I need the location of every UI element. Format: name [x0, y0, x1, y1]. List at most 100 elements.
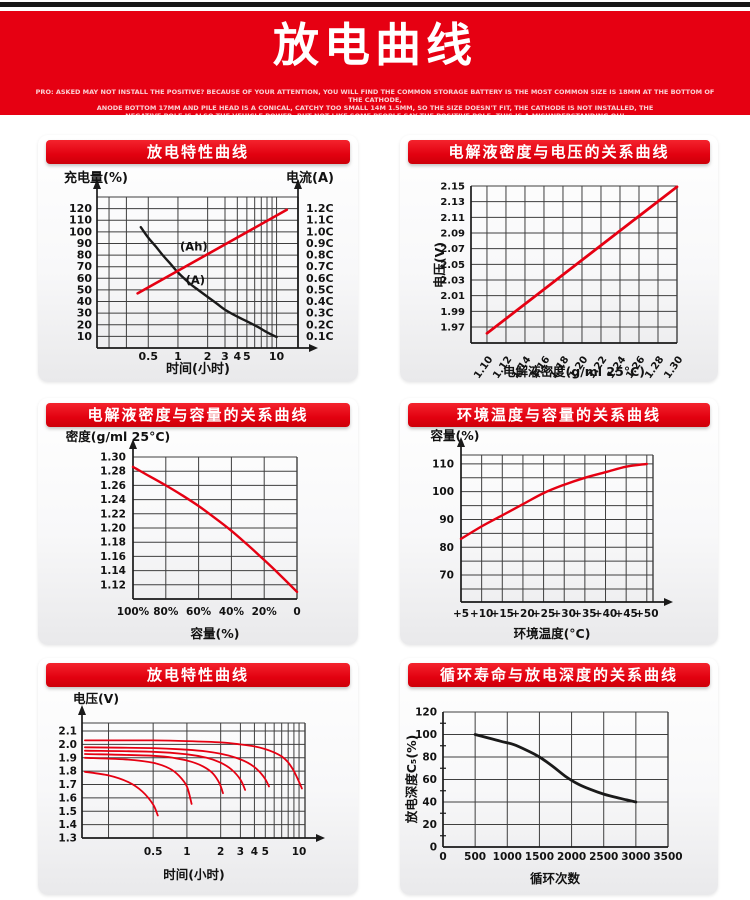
chart-title-banner: 放电特性曲线 [46, 140, 350, 164]
chart-title-banner: 环境温度与容量的关系曲线 [408, 403, 710, 427]
svg-text:120: 120 [415, 707, 437, 719]
temperature-capacity-chart: 110 100 90 80 70 +5 +10+15+20+25+30+35+40+45+5… [430, 428, 673, 641]
svg-text:80: 80 [77, 249, 93, 262]
svg-text:放电深度C₅(%): 放电深度C₅(%) [404, 735, 419, 825]
svg-text:1.4: 1.4 [58, 819, 77, 831]
svg-text:20%: 20% [252, 606, 278, 618]
svg-text:100: 100 [432, 486, 454, 498]
svg-text:1500: 1500 [525, 851, 554, 863]
discharge-characteristic-top-chart: 1201101009080706050403020101.2C1.1C1.0C0… [64, 170, 334, 377]
svg-text:+5: +5 [453, 608, 469, 620]
svg-text:0.5C: 0.5C [306, 283, 334, 296]
svg-text:容量(%): 容量(%) [190, 626, 240, 641]
svg-text:0: 0 [439, 851, 446, 863]
page-title: 放电曲线 [273, 18, 477, 72]
svg-text:1000: 1000 [493, 851, 522, 863]
svg-text:4: 4 [251, 846, 258, 858]
svg-text:0.1C: 0.1C [306, 330, 334, 343]
svg-text:0.5: 0.5 [144, 846, 163, 858]
svg-text:1.22: 1.22 [100, 508, 126, 520]
fine-print-line: NEGATIVE POLE IS ALSO THE VEHICLE POWER,… [125, 112, 625, 120]
svg-text:1.20: 1.20 [100, 523, 126, 535]
svg-text:1.3: 1.3 [58, 833, 77, 845]
chart-panel-temperature-capacity: 环境温度与容量的关系曲线 110 100 90 80 70 +5 +10 +15 +20 +25 +… [400, 398, 718, 645]
svg-text:60%: 60% [186, 606, 212, 618]
svg-text:10: 10 [292, 846, 307, 858]
svg-text:100%: 100% [117, 606, 150, 618]
svg-text:+20: +20 [511, 608, 534, 620]
svg-text:2.11: 2.11 [440, 213, 465, 224]
svg-text:20: 20 [77, 318, 93, 331]
svg-text:充电量(%): 充电量(%) [64, 170, 128, 186]
svg-text:80: 80 [439, 542, 454, 554]
density-voltage-chart: 2.15 2.13 2.11 2.09 2.07 2.05 2.03 2.01 1.99 1.97… [432, 182, 685, 381]
svg-text:500: 500 [464, 851, 486, 863]
svg-text:40%: 40% [219, 606, 245, 618]
svg-text:1.24: 1.24 [100, 494, 126, 506]
svg-text:50: 50 [77, 283, 93, 296]
svg-text:1.10: 1.10 [472, 354, 495, 381]
svg-text:2.15: 2.15 [440, 182, 465, 193]
svg-text:1: 1 [183, 846, 190, 858]
svg-text:+50: +50 [635, 608, 658, 620]
svg-text:0.3C: 0.3C [306, 307, 334, 320]
svg-text:容量(%): 容量(%) [430, 428, 480, 443]
svg-text:0.4C: 0.4C [306, 295, 334, 308]
svg-text:2500: 2500 [589, 851, 618, 863]
svg-text:2.1: 2.1 [58, 726, 77, 738]
svg-text:2.07: 2.07 [440, 244, 465, 255]
svg-text:1.28: 1.28 [100, 466, 126, 478]
svg-text:60: 60 [77, 272, 93, 285]
chart-panel-discharge-characteristic-bottom: 放电特性曲线 2.1 2.0 1.9 1.8 1.7 1.6 1.5 1.4 1.3 0.5 1 2 3… [38, 658, 358, 895]
svg-text:1.2C: 1.2C [306, 202, 334, 215]
svg-text:+45: +45 [614, 608, 637, 620]
svg-text:3500: 3500 [653, 851, 682, 863]
svg-text:4: 4 [233, 350, 241, 363]
svg-text:2.13: 2.13 [440, 197, 465, 208]
top-stripe-white-2 [0, 7, 750, 11]
density-capacity-chart: 1.30 1.28 1.26 1.24 1.22 1.20 1.18 1.16 1.14 1.12… [65, 429, 301, 641]
svg-text:40: 40 [422, 797, 437, 809]
svg-text:(Ah): (Ah) [180, 239, 208, 253]
svg-text:0.6C: 0.6C [306, 272, 334, 285]
svg-text:1.5: 1.5 [58, 806, 77, 818]
svg-text:5: 5 [243, 350, 251, 363]
chart-title-banner: 电解液密度与电压的关系曲线 [408, 140, 710, 164]
svg-text:80%: 80% [153, 606, 179, 618]
svg-text:1.99: 1.99 [440, 307, 465, 318]
chart-panel-density-capacity: 电解液密度与容量的关系曲线 1.30 1.28 1.26 1.24 1.22 1.20 1.… [38, 398, 358, 645]
svg-text:+40: +40 [594, 608, 617, 620]
svg-text:40: 40 [77, 295, 93, 308]
svg-text:(A): (A) [186, 273, 205, 287]
fine-print-line: PRO: ASKED MAY NOT INSTALL THE POSITIVE?… [35, 88, 715, 104]
svg-text:90: 90 [439, 514, 454, 526]
svg-text:1.12: 1.12 [100, 579, 126, 591]
svg-text:1.97: 1.97 [440, 323, 465, 334]
svg-text:时间(小时): 时间(小时) [163, 867, 224, 882]
chart-panel-discharge-characteristic-top: 放电特性曲线 120 110 100 90 80 70 60 50 40 30 20 10 1.2C 1.… [38, 135, 358, 382]
svg-text:0.8C: 0.8C [306, 249, 334, 262]
svg-text:1.1C: 1.1C [306, 214, 334, 227]
svg-text:110: 110 [432, 458, 454, 470]
svg-text:1.7: 1.7 [58, 779, 77, 791]
svg-text:110: 110 [69, 214, 92, 227]
svg-text:0: 0 [430, 842, 437, 854]
discharge-characteristic-bottom-chart: 2.12.01.9 1.81.71.6 1.51.4 1.3 0.5 1 2 3 4 5 10 电压(… [58, 691, 325, 882]
svg-text:100: 100 [69, 225, 92, 238]
svg-text:2.0: 2.0 [58, 739, 77, 751]
svg-text:1.9: 1.9 [58, 752, 77, 764]
svg-text:电解液密度(g/ml 25°C): 电解液密度(g/ml 25°C) [503, 364, 645, 379]
chart-panel-density-voltage: 电解液密度与电压的关系曲线 2.15 2.13 2.11 2.09 2.07 2.05 2.… [400, 135, 718, 382]
svg-text:0.2C: 0.2C [306, 318, 334, 331]
svg-text:70: 70 [439, 570, 454, 582]
svg-text:密度(g/ml 25°C): 密度(g/ml 25°C) [65, 429, 170, 444]
svg-text:120: 120 [69, 202, 92, 215]
svg-text:+35: +35 [573, 608, 596, 620]
svg-text:时间(小时): 时间(小时) [166, 361, 230, 377]
svg-text:+15: +15 [491, 608, 514, 620]
svg-text:0.7C: 0.7C [306, 260, 334, 273]
svg-text:10: 10 [77, 330, 93, 343]
svg-text:3: 3 [237, 846, 244, 858]
